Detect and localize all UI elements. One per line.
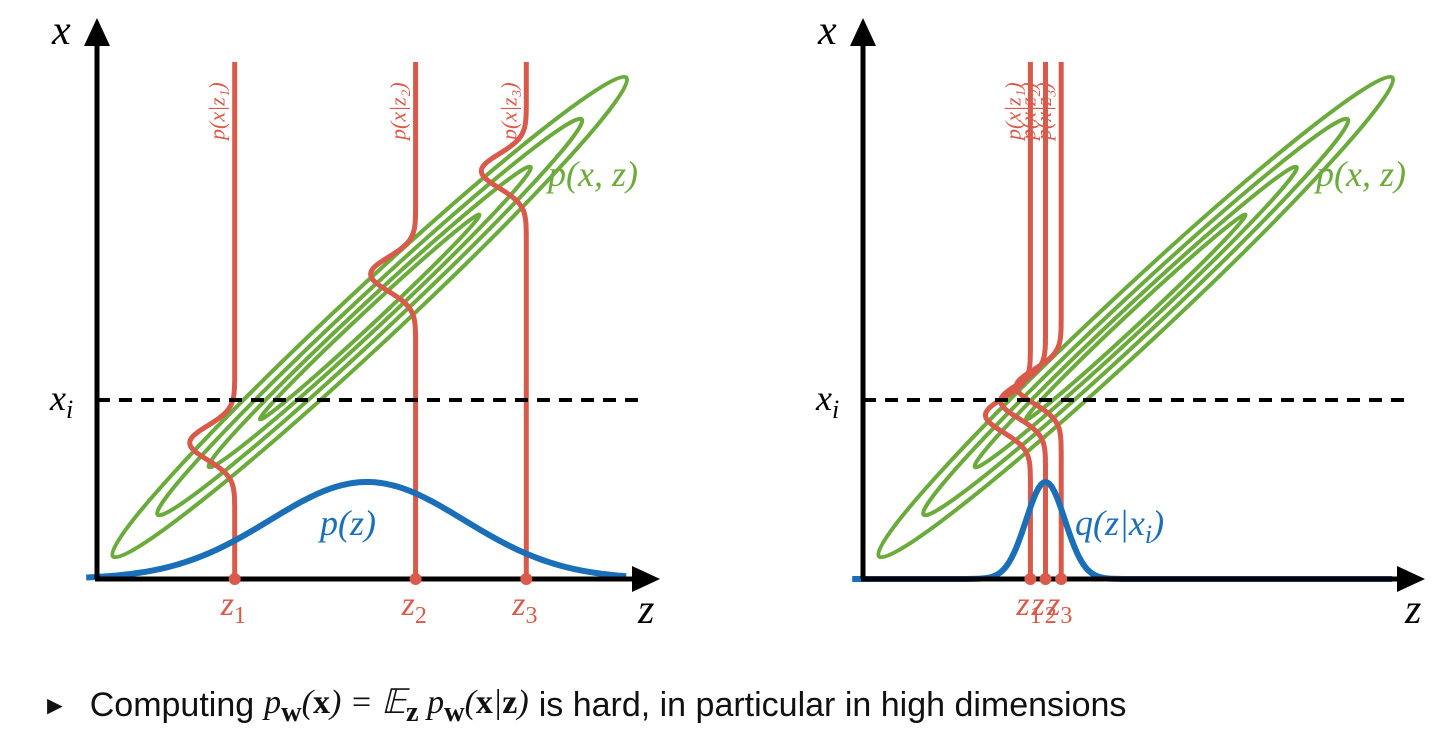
sample-dot bbox=[1024, 573, 1037, 585]
latent-sample-ticks: z1 z2 z3 bbox=[220, 573, 538, 629]
z-axis-label: z bbox=[1404, 587, 1421, 633]
conditional-curve bbox=[983, 62, 1033, 578]
z-axis-label: z bbox=[637, 587, 654, 633]
conditional-label: p(x|z₁) bbox=[205, 82, 230, 142]
conditional-curve bbox=[478, 62, 529, 578]
sample-dot bbox=[520, 573, 533, 585]
xi-label: xi bbox=[815, 378, 839, 424]
sample-dot bbox=[409, 573, 422, 585]
contour-ring bbox=[206, 164, 533, 470]
z-axis-arrowhead bbox=[632, 566, 660, 592]
latent-variable-figure: p(x|z₁) p(x|z₂) p(x|z₃) z1 z2 z3 x z xi p(x,… bbox=[49, 8, 1425, 633]
conditional-curves: p(x|z₁)p(x|z₂)p(x|z₃) bbox=[983, 62, 1064, 578]
contour-ring bbox=[1023, 212, 1248, 422]
x-axis-arrowhead bbox=[84, 18, 110, 46]
conditional-curve bbox=[1013, 62, 1064, 578]
sample-tick-label: z2 bbox=[401, 586, 427, 629]
joint-density-contours bbox=[876, 74, 1396, 560]
bullet-suffix: is hard, in particular in high dimension… bbox=[538, 685, 1127, 724]
joint-density-contours bbox=[110, 74, 630, 560]
conditional-label: p(x|z₂) bbox=[1016, 82, 1041, 142]
sample-dot bbox=[1039, 573, 1052, 585]
contour-ring bbox=[972, 164, 1299, 470]
contour-ring bbox=[110, 74, 630, 560]
z-axis-arrowhead bbox=[1397, 566, 1425, 592]
conditional-label: p(x|z₁) bbox=[1000, 82, 1025, 142]
sample-tick-label: z1 bbox=[220, 586, 246, 629]
left-panel: p(x|z₁) p(x|z₂) p(x|z₃) z1 z2 z3 x z xi p(x,… bbox=[49, 8, 660, 633]
sample-tick-label: z3 bbox=[1046, 586, 1072, 629]
sample-dot bbox=[228, 573, 241, 585]
joint-label: p(x, z) bbox=[1313, 154, 1406, 194]
contour-ring bbox=[155, 116, 585, 518]
conditional-curve bbox=[187, 62, 238, 578]
contour-ring bbox=[257, 212, 482, 422]
conditional-label: p(x|z₃) bbox=[1031, 82, 1056, 142]
density-label: p(z) bbox=[317, 503, 376, 543]
x-axis-label: x bbox=[817, 8, 837, 54]
bullet-formula: pw(x) = 𝔼z pw(x|z) bbox=[264, 683, 529, 728]
contour-ring bbox=[921, 116, 1351, 518]
conditional-label: p(x|z₂) bbox=[386, 82, 411, 142]
contour-ring bbox=[876, 74, 1396, 560]
conditional-curve bbox=[998, 62, 1048, 578]
prior-density-curve bbox=[86, 479, 627, 581]
density-label: q(z|xi) bbox=[1075, 503, 1164, 549]
bullet-prefix: Computing bbox=[89, 685, 255, 724]
sample-tick-label: z3 bbox=[511, 586, 537, 629]
joint-label: p(x, z) bbox=[545, 154, 638, 194]
bullet-arrow-icon: ► bbox=[42, 689, 68, 720]
bullet-point: ► Computing pw(x) = 𝔼z pw(x|z) is hard, … bbox=[42, 680, 1126, 730]
conditional-label: p(x|z₃) bbox=[496, 82, 521, 142]
x-axis-label: x bbox=[51, 8, 71, 54]
sample-dot bbox=[1055, 573, 1068, 585]
x-axis-arrowhead bbox=[850, 18, 876, 46]
xi-label: xi bbox=[49, 378, 73, 424]
